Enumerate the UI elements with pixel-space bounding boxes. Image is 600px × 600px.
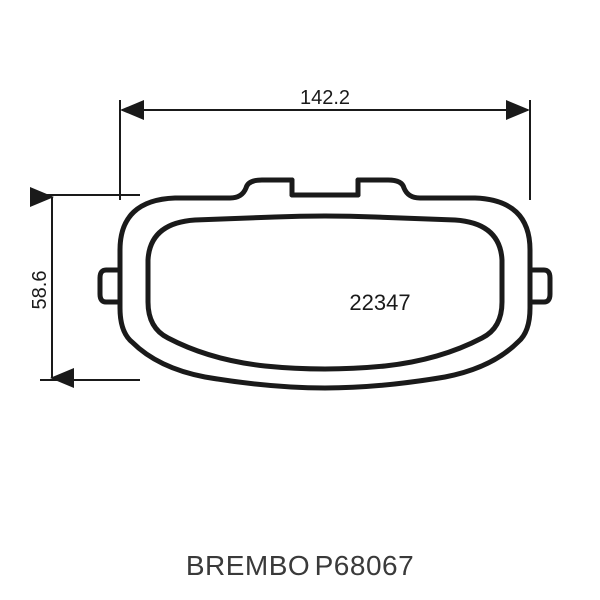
drawing-svg: 142.2 58.6 (30, 80, 570, 460)
technical-drawing: 142.2 58.6 (30, 80, 570, 460)
part-number: P68067 (315, 550, 415, 581)
dimension-height-label: 58.6 (30, 271, 51, 310)
brand-label: BREMBO (186, 550, 310, 581)
part-code: 22347 (349, 290, 410, 315)
brake-pad-outline (100, 180, 550, 388)
dimension-width: 142.2 (120, 87, 530, 200)
stage: 142.2 58.6 (0, 0, 600, 600)
footer: BREMBO P68067 (0, 550, 600, 582)
dimension-width-label: 142.2 (300, 87, 350, 109)
